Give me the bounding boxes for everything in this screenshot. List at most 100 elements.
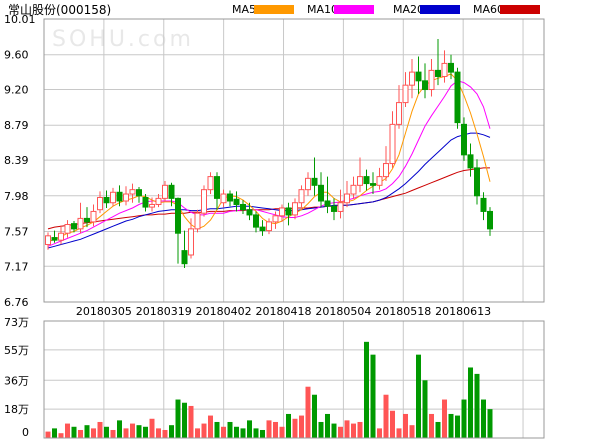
- candle: [110, 187, 116, 207]
- price-tick-label: 7.57: [4, 225, 29, 238]
- volume-bar: [390, 410, 395, 438]
- volume-bars: [45, 341, 493, 438]
- volume-bar: [279, 426, 285, 438]
- candle-body: [448, 62, 454, 73]
- candle-body: [396, 102, 402, 125]
- volume-frame: [43, 320, 545, 439]
- volume-bar: [481, 399, 486, 438]
- price-tick-label: 6.76: [4, 296, 29, 309]
- candle: [71, 221, 77, 233]
- volume-bar: [45, 431, 51, 438]
- candle-body: [175, 197, 181, 234]
- candle: [272, 211, 279, 229]
- legend-label-ma10: MA10: [307, 3, 338, 16]
- volume-bar: [240, 428, 246, 438]
- candle-body: [64, 224, 71, 234]
- candle: [168, 182, 175, 207]
- volume-bar: [409, 425, 415, 438]
- candle-body: [201, 189, 207, 214]
- candle: [285, 202, 292, 226]
- volume-bar: [117, 420, 122, 438]
- candle: [201, 185, 207, 217]
- candle-body: [155, 197, 162, 205]
- price-tick-label: 9.60: [4, 49, 29, 62]
- volume-tick-label: 36万: [4, 374, 29, 387]
- candle-body: [428, 69, 435, 91]
- volume-bar: [253, 428, 259, 438]
- candle: [77, 202, 84, 234]
- volume-bar: [91, 428, 96, 438]
- volume-bar: [234, 426, 239, 438]
- candle: [474, 159, 480, 205]
- candle: [142, 194, 149, 212]
- date-tick-label: 20180504: [315, 305, 371, 318]
- candle: [253, 211, 259, 233]
- candle: [409, 59, 415, 99]
- watermark: SOHU.com: [52, 27, 194, 52]
- volume-bar: [318, 421, 324, 438]
- candle-body: [370, 183, 376, 186]
- volume-bar: [52, 428, 57, 438]
- candle: [350, 176, 357, 199]
- candle-body: [142, 197, 149, 208]
- volume-bar: [195, 428, 200, 438]
- candle-body: [58, 232, 64, 241]
- date-tick-label: 20180518: [375, 305, 431, 318]
- price-frame: [43, 18, 545, 303]
- volume-bar: [260, 429, 265, 438]
- date-tick-label: 20180319: [136, 305, 192, 318]
- candle: [188, 218, 194, 259]
- candle-body: [84, 217, 90, 223]
- legend-swatch-ma5: [254, 5, 294, 14]
- date-tick-label: 20180402: [196, 305, 252, 318]
- ma20-line: [47, 132, 491, 249]
- candle-body: [77, 217, 84, 230]
- volume-grid: [44, 321, 544, 438]
- volume-bar: [84, 425, 90, 438]
- volume-bar: [97, 421, 103, 438]
- legend-label-ma20: MA20: [393, 3, 424, 16]
- candle-body: [188, 228, 194, 256]
- candle: [415, 56, 422, 94]
- legend-label-ma5: MA5: [232, 3, 256, 16]
- candle: [389, 111, 396, 168]
- candle-body: [194, 212, 201, 230]
- candle-body: [435, 69, 441, 77]
- candlesticks: [45, 39, 493, 269]
- candle-body: [123, 193, 129, 202]
- volume-bar: [214, 421, 220, 438]
- candle-body: [389, 123, 396, 165]
- candle-body: [350, 184, 357, 195]
- candle: [422, 63, 428, 99]
- volume-bar: [110, 429, 116, 438]
- candle: [103, 190, 110, 208]
- volume-bar: [273, 421, 278, 438]
- candle-body: [487, 210, 493, 230]
- candle-body: [168, 184, 175, 199]
- candle-body: [337, 202, 344, 212]
- date-axis: 20180305 20180319 20180402 20180418 20180504…: [76, 305, 491, 318]
- candle-body: [298, 189, 305, 204]
- candle: [461, 117, 467, 161]
- candle-body: [285, 207, 292, 216]
- volume-bar: [58, 433, 64, 438]
- volume-bar: [65, 423, 70, 438]
- candle-body: [474, 167, 480, 197]
- volume-bar: [338, 426, 343, 438]
- volume-bar: [364, 341, 369, 438]
- candle-body: [253, 214, 259, 228]
- candle: [259, 220, 266, 236]
- candle: [487, 207, 493, 236]
- volume-bar: [175, 399, 181, 438]
- candle-body: [331, 205, 337, 212]
- volume-bar: [377, 428, 382, 438]
- volume-bar: [221, 426, 226, 438]
- ma60-line: [47, 167, 490, 230]
- volume-bar: [403, 413, 408, 438]
- candle-body: [318, 184, 324, 202]
- candle: [448, 54, 454, 80]
- candle: [220, 189, 227, 208]
- candle-body: [480, 197, 487, 212]
- candle-body: [207, 176, 214, 191]
- date-tick-label: 20180613: [435, 305, 491, 318]
